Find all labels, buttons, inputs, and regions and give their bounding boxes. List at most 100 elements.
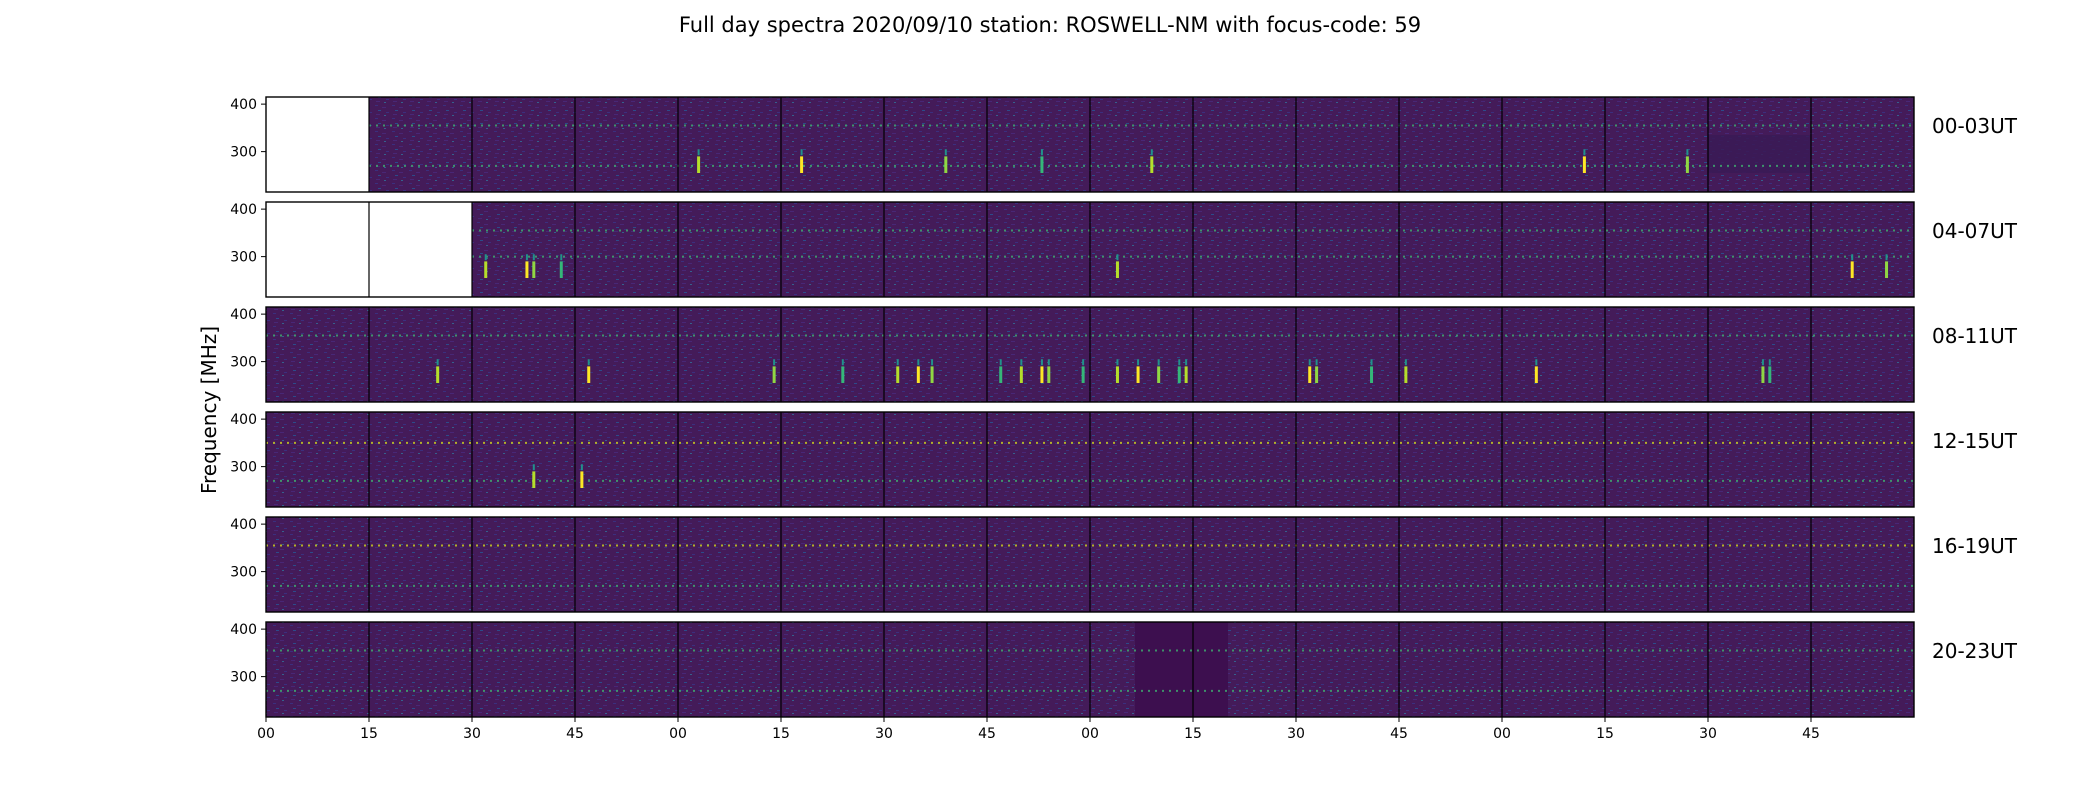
spectrogram-panel <box>1193 97 1296 192</box>
spectrogram-panel <box>266 622 369 717</box>
burst-mark <box>532 471 535 488</box>
y-tick-label: 400 <box>230 307 257 323</box>
x-tick-label: 30 <box>1287 726 1305 742</box>
burst-mark <box>1020 366 1023 383</box>
spectrogram-panel <box>678 517 781 612</box>
spectrogram-panel <box>1811 412 1914 507</box>
burst-mark <box>1048 359 1050 365</box>
burst-mark <box>698 149 700 155</box>
burst-mark <box>580 471 583 488</box>
burst-mark <box>1137 359 1139 365</box>
spectrogram-panel <box>1502 412 1605 507</box>
burst-mark <box>1316 359 1318 365</box>
row-time-label: 08-11UT <box>1932 324 2018 348</box>
spectrogram-panel <box>884 517 987 612</box>
spectrogram-panel <box>987 307 1090 402</box>
spectrogram-panel <box>266 307 369 402</box>
spectrogram-panel <box>1605 202 1708 297</box>
spectrogram-panel <box>1502 517 1605 612</box>
spectrogram-panel <box>1708 412 1811 507</box>
spectrogram-panel <box>575 517 678 612</box>
burst-mark <box>1041 149 1043 155</box>
burst-mark <box>1404 366 1407 383</box>
x-tick-label: 00 <box>1081 726 1099 742</box>
spectrogram-panel <box>1708 622 1811 717</box>
row-time-label: 16-19UT <box>1932 534 2018 558</box>
empty-panel <box>266 202 369 297</box>
burst-mark <box>560 261 563 278</box>
x-tick-label: 30 <box>1699 726 1717 742</box>
spectrogram-panel <box>369 412 472 507</box>
spectrogram-panel <box>1811 307 1914 402</box>
burst-mark <box>897 359 899 365</box>
empty-panel <box>266 97 369 192</box>
spectrogram-panel <box>1193 202 1296 297</box>
x-tick-label: 15 <box>772 726 790 742</box>
spectrogram-panel <box>266 517 369 612</box>
x-axis: 00 15 30 45 00 15 30 45 00 15 30 45 00 15 30 45 <box>257 717 1820 742</box>
y-tick-label: 300 <box>230 145 257 161</box>
spectrogram-panel <box>472 622 575 717</box>
burst-mark <box>1047 366 1050 383</box>
spectrogram-panel <box>472 412 575 507</box>
x-tick-label: 45 <box>978 726 996 742</box>
spectrogram-panel <box>1399 622 1502 717</box>
y-tick-label: 400 <box>230 202 257 218</box>
spectrogram-panel <box>884 202 987 297</box>
spectrogram-panel <box>1502 622 1605 717</box>
spectrogram-panel <box>678 622 781 717</box>
burst-mark <box>1116 254 1118 260</box>
spectrogram-panel <box>369 97 472 192</box>
spectrogram-panel <box>1193 307 1296 402</box>
spectrogram-panel <box>1193 412 1296 507</box>
spectrogram-panel <box>1090 202 1193 297</box>
burst-mark <box>533 464 535 470</box>
x-tick-label: 45 <box>1390 726 1408 742</box>
spectrogram-panel <box>1296 412 1399 507</box>
burst-mark <box>1851 261 1854 278</box>
burst-mark <box>1150 156 1153 173</box>
spectrogram-panel <box>1399 97 1502 192</box>
burst-mark <box>999 366 1002 383</box>
spectrogram-panel <box>1605 412 1708 507</box>
burst-mark <box>484 261 487 278</box>
spectrogram-panel <box>1296 307 1399 402</box>
burst-mark <box>1315 366 1318 383</box>
spectrogram-panel <box>884 622 987 717</box>
y-tick-label: 400 <box>230 517 257 533</box>
y-tick-label: 300 <box>230 355 257 371</box>
burst-mark <box>560 254 562 260</box>
burst-mark <box>1308 366 1311 383</box>
x-tick-label: 15 <box>1184 726 1202 742</box>
spectrogram-panel <box>575 97 678 192</box>
burst-mark <box>532 261 535 278</box>
burst-mark <box>1020 359 1022 365</box>
spectrogram-panel <box>1502 307 1605 402</box>
spectrogram-panel <box>1296 202 1399 297</box>
burst-mark <box>1040 366 1043 383</box>
burst-mark <box>1158 359 1160 365</box>
dark-region <box>1708 135 1811 173</box>
burst-mark <box>1185 366 1188 383</box>
spectrogram-panel <box>1605 307 1708 402</box>
burst-mark <box>1686 156 1689 173</box>
burst-mark <box>1309 359 1311 365</box>
spectrogram-panel <box>1708 517 1811 612</box>
burst-mark <box>917 359 919 365</box>
burst-mark <box>1137 366 1140 383</box>
spectrogram-panel <box>781 517 884 612</box>
spectrogram-panel <box>1399 307 1502 402</box>
spectrogram-panel <box>1502 97 1605 192</box>
spectrogram-panel <box>678 202 781 297</box>
spectra-rows: 30040000-03UT30040004-07UT30040008-11UT3… <box>230 97 2017 717</box>
burst-mark <box>1041 359 1043 365</box>
spectra-row: 30040020-23UT <box>230 622 2017 717</box>
burst-mark <box>1769 359 1771 365</box>
burst-mark <box>1583 149 1585 155</box>
burst-mark <box>773 359 775 365</box>
burst-mark <box>1116 261 1119 278</box>
spectrogram-panel <box>1090 412 1193 507</box>
row-time-label: 12-15UT <box>1932 429 2018 453</box>
spectra-row: 300 400 12-15UT <box>230 412 2017 507</box>
spectrogram-panel <box>1811 202 1914 297</box>
